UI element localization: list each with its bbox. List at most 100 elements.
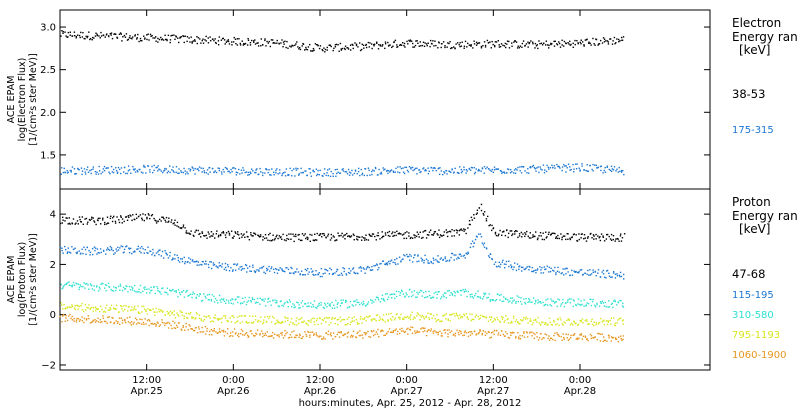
electron-data-point	[128, 169, 131, 171]
electron-data-point	[511, 42, 513, 44]
proton-data-point	[178, 322, 180, 324]
electron-data-point	[124, 172, 127, 175]
proton-data-point	[227, 265, 229, 268]
electron-data-point	[73, 31, 76, 33]
proton-data-point	[183, 256, 185, 259]
proton-data-point	[98, 252, 101, 254]
proton-data-point	[223, 300, 226, 303]
electron-data-point	[186, 36, 189, 38]
proton-data-point	[603, 320, 605, 322]
electron-data-point	[102, 168, 105, 170]
proton-data-point	[83, 310, 85, 313]
proton-data-point	[219, 331, 222, 333]
proton-data-point	[617, 301, 620, 304]
proton-data-point	[567, 333, 569, 336]
proton-data-point	[382, 330, 384, 332]
proton-data-point	[424, 254, 426, 257]
proton-data-point	[375, 319, 377, 322]
proton-data-point	[251, 235, 253, 237]
electron-data-point	[212, 38, 214, 40]
proton-data-point	[304, 274, 306, 276]
proton-data-point	[521, 320, 523, 322]
proton-data-point	[321, 338, 323, 340]
proton-data-point	[470, 331, 473, 333]
proton-data-point	[310, 319, 312, 321]
proton-data-point	[442, 234, 445, 236]
proton-data-point	[554, 324, 557, 326]
electron-data-point	[127, 170, 130, 172]
electron-data-point	[607, 43, 610, 45]
proton-data-point	[83, 246, 85, 248]
electron-ylabel-line: [1/(cm²s ster MeV)]	[28, 53, 39, 145]
proton-data-point	[214, 317, 216, 319]
proton-data-point	[269, 232, 271, 235]
electron-data-point	[271, 39, 274, 41]
proton-data-point	[178, 261, 181, 263]
proton-data-point	[411, 311, 413, 313]
electron-data-point	[432, 40, 434, 42]
proton-data-point	[520, 297, 522, 299]
proton-data-point	[560, 272, 562, 275]
electron-data-point	[86, 168, 88, 171]
proton-data-point	[593, 238, 595, 240]
electron-data-point	[393, 41, 396, 43]
proton-data-point	[454, 332, 457, 335]
proton-data-point	[298, 233, 300, 236]
proton-data-point	[250, 231, 252, 234]
proton-data-point	[237, 333, 240, 335]
proton-data-point	[529, 332, 531, 334]
electron-data-point	[276, 39, 278, 42]
electron-data-point	[217, 167, 219, 169]
electron-data-point	[432, 167, 434, 169]
proton-data-point	[64, 320, 67, 323]
proton-data-point	[88, 304, 90, 306]
proton-data-point	[250, 321, 253, 324]
proton-data-point	[435, 320, 437, 323]
proton-data-point	[339, 305, 342, 307]
proton-data-point	[488, 224, 490, 227]
electron-data-point	[118, 168, 121, 171]
proton-data-point	[370, 320, 373, 322]
proton-data-point	[166, 291, 168, 294]
proton-data-point	[177, 296, 179, 298]
electron-data-point	[439, 167, 441, 169]
proton-data-point	[603, 323, 605, 326]
electron-data-point	[217, 43, 220, 46]
proton-data-point	[158, 290, 161, 293]
proton-data-point	[230, 230, 233, 232]
electron-data-point	[600, 169, 602, 172]
electron-data-point	[539, 42, 541, 45]
proton-data-point	[586, 302, 588, 304]
proton-data-point	[151, 213, 154, 216]
proton-data-point	[84, 248, 87, 251]
proton-data-point	[141, 311, 143, 313]
proton-data-point	[294, 233, 297, 236]
electron-data-point	[67, 31, 70, 34]
proton-data-point	[225, 299, 228, 301]
electron-data-point	[298, 48, 300, 50]
proton-data-point	[365, 332, 368, 334]
electron-data-point	[583, 44, 585, 46]
proton-data-point	[588, 274, 590, 276]
proton-data-point	[500, 316, 503, 318]
electron-data-point	[254, 39, 256, 41]
proton-data-point	[384, 263, 387, 266]
proton-data-point	[228, 234, 231, 236]
proton-data-point	[451, 313, 453, 316]
electron-data-point	[108, 171, 110, 173]
proton-data-point	[321, 318, 324, 321]
electron-data-point	[438, 41, 440, 43]
electron-data-point	[87, 171, 90, 173]
proton-data-point	[113, 322, 115, 325]
electron-data-point	[429, 39, 432, 42]
proton-data-point	[460, 289, 463, 292]
proton-data-point	[341, 232, 343, 235]
proton-data-point	[293, 272, 295, 275]
proton-data-point	[307, 302, 309, 304]
proton-data-point	[444, 314, 446, 316]
proton-data-point	[118, 219, 120, 221]
proton-data-point	[606, 340, 608, 342]
electron-data-point	[534, 47, 536, 49]
proton-data-point	[403, 254, 405, 256]
proton-data-point	[61, 287, 63, 290]
